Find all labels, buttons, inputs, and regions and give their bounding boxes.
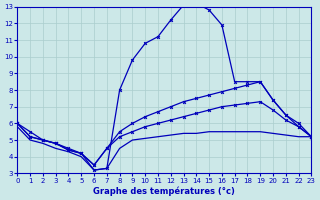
X-axis label: Graphe des températures (°c): Graphe des températures (°c) (93, 186, 235, 196)
